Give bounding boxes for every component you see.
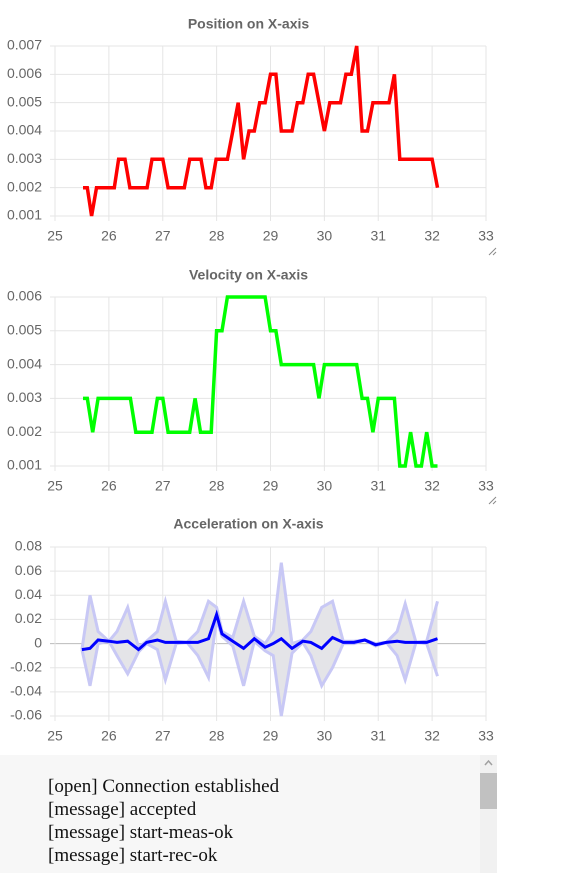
x-tick-label: 25 — [47, 478, 63, 494]
y-tick-label: 0.005 — [7, 93, 42, 109]
x-tick-label: 29 — [263, 228, 279, 244]
y-tick-label: 0.04 — [15, 586, 42, 602]
x-tick-label: 26 — [101, 728, 117, 744]
y-tick-label: 0.02 — [15, 610, 42, 626]
y-tick-label: -0.06 — [10, 707, 42, 723]
x-tick-label: 26 — [101, 228, 117, 244]
x-tick-label: 31 — [370, 478, 386, 494]
y-tick-label: 0.001 — [7, 207, 42, 223]
y-tick-label: 0.004 — [7, 355, 42, 371]
x-tick-label: 30 — [317, 228, 333, 244]
x-tick-label: 25 — [47, 728, 63, 744]
x-tick-label: 28 — [209, 728, 225, 744]
y-tick-label: 0.003 — [7, 150, 42, 166]
scrollbar[interactable] — [480, 755, 497, 873]
x-tick-label: 27 — [155, 228, 171, 244]
series-line — [83, 295, 438, 468]
scroll-thumb[interactable] — [480, 773, 497, 809]
log-panel: [open] Connection established [message] a… — [0, 755, 497, 873]
scroll-up-arrow[interactable] — [480, 755, 497, 771]
y-tick-label: 0.002 — [7, 178, 42, 194]
x-tick-label: 32 — [424, 728, 440, 744]
x-tick-label: 29 — [263, 478, 279, 494]
chart-title: Acceleration on X-axis — [173, 516, 323, 532]
resize-handle[interactable] — [488, 247, 497, 256]
x-tick-label: 28 — [209, 478, 225, 494]
x-tick-label: 31 — [370, 728, 386, 744]
x-tick-label: 25 — [47, 228, 63, 244]
y-tick-label: -0.04 — [10, 683, 42, 699]
x-tick-label: 29 — [263, 728, 279, 744]
log-line: [open] Connection established — [48, 776, 280, 797]
y-tick-label: 0.006 — [7, 288, 42, 304]
x-tick-label: 32 — [424, 478, 440, 494]
x-tick-label: 27 — [155, 478, 171, 494]
y-tick-label: 0.004 — [7, 122, 42, 138]
series-line — [83, 45, 440, 217]
y-tick-label: 0.005 — [7, 322, 42, 338]
log-line: [message] accepted — [48, 799, 197, 820]
series-line — [81, 609, 438, 652]
y-tick-label: 0.06 — [15, 562, 42, 578]
x-tick-label: 27 — [155, 728, 171, 744]
band-edge — [80, 562, 439, 650]
log-lines: [open] Connection established [message] a… — [0, 755, 497, 867]
x-tick-label: 33 — [478, 728, 494, 744]
y-tick-label: 0.08 — [15, 538, 42, 554]
y-tick-label: 0 — [34, 634, 42, 650]
y-tick-label: 0.007 — [7, 37, 42, 53]
log-line: [message] start-rec-ok — [48, 845, 218, 866]
x-tick-label: 30 — [317, 478, 333, 494]
x-tick-label: 26 — [101, 478, 117, 494]
resize-handle[interactable] — [488, 496, 497, 505]
y-tick-label: 0.003 — [7, 389, 42, 405]
x-tick-label: 28 — [209, 228, 225, 244]
chart-title: Position on X-axis — [188, 16, 310, 32]
y-tick-label: -0.02 — [10, 658, 42, 674]
y-tick-label: 0.001 — [7, 457, 42, 473]
x-tick-label: 32 — [424, 228, 440, 244]
x-tick-label: 30 — [317, 728, 333, 744]
x-tick-label: 33 — [478, 228, 494, 244]
y-tick-label: 0.002 — [7, 423, 42, 439]
y-tick-label: 0.006 — [7, 65, 42, 81]
band-area — [81, 562, 438, 716]
log-line: [message] start-meas-ok — [48, 822, 234, 843]
x-tick-label: 33 — [478, 478, 494, 494]
charts: Position on X-axis 0.001 0.002 0.003 0.004 0.… — [7, 16, 497, 744]
x-tick-label: 31 — [370, 228, 386, 244]
chart-title: Velocity on X-axis — [189, 267, 308, 283]
